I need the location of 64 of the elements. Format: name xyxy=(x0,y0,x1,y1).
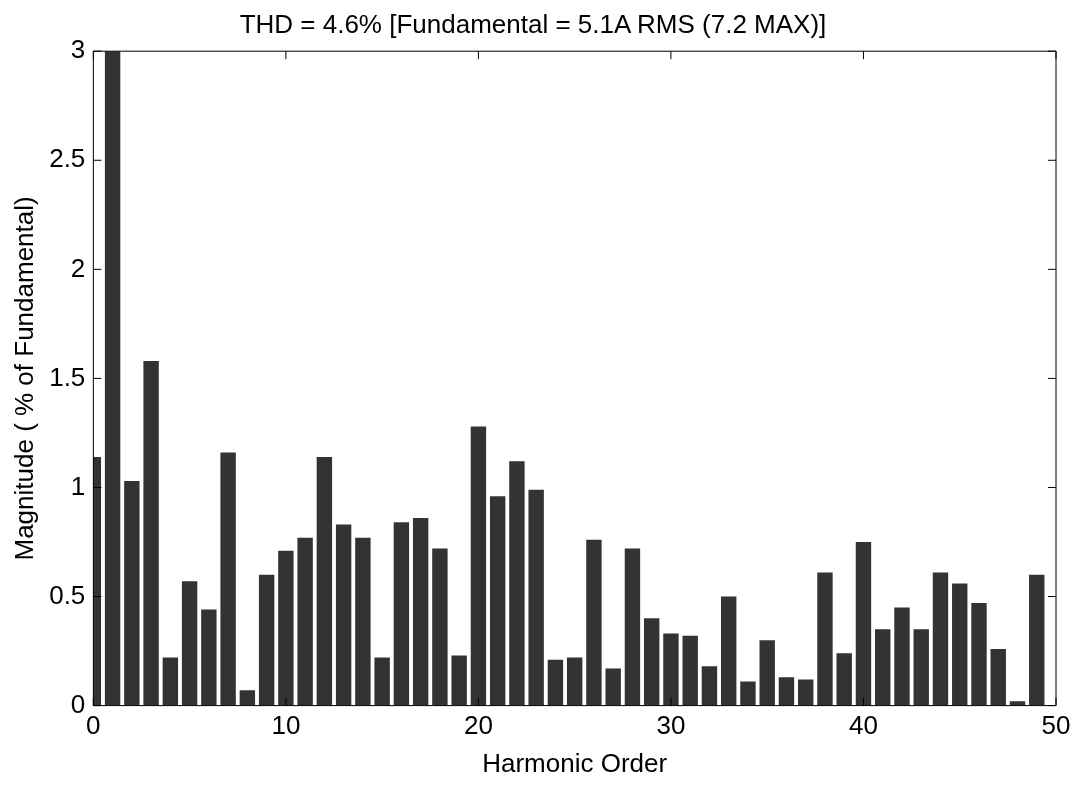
bar xyxy=(721,596,737,706)
bar xyxy=(855,542,872,706)
bar xyxy=(836,653,852,706)
bar xyxy=(894,607,910,706)
bar xyxy=(509,461,525,706)
bar xyxy=(451,655,467,706)
bar xyxy=(643,618,660,706)
bar xyxy=(778,677,795,706)
bar xyxy=(701,666,718,706)
bar xyxy=(566,657,583,706)
x-tick-label: 10 xyxy=(271,710,301,741)
x-tick-label: 20 xyxy=(463,710,493,741)
bar xyxy=(932,572,949,706)
y-axis-title: Magnitude ( % of Fundamental) xyxy=(8,196,39,561)
y-tick-label: 1 xyxy=(70,470,86,501)
bar xyxy=(104,51,121,706)
bar xyxy=(412,518,429,706)
bar xyxy=(335,524,352,706)
y-tick-label: 3 xyxy=(70,34,86,65)
bar xyxy=(624,548,641,706)
bar xyxy=(740,681,756,706)
y-tick-label: 1.5 xyxy=(49,361,86,392)
bar xyxy=(971,603,987,706)
bar xyxy=(297,537,313,706)
x-tick-label: 50 xyxy=(1041,710,1071,741)
bar xyxy=(547,659,564,706)
bar xyxy=(990,648,1006,706)
bar xyxy=(258,574,275,706)
bar xyxy=(374,657,390,706)
x-tick-label: 30 xyxy=(656,710,686,741)
bar xyxy=(470,426,487,706)
bar xyxy=(278,550,294,706)
bar xyxy=(1009,701,1026,706)
bar xyxy=(143,360,159,706)
bar xyxy=(913,629,929,706)
y-tick-label: 0 xyxy=(70,688,86,719)
bar xyxy=(798,679,814,706)
bar xyxy=(316,456,333,706)
bar xyxy=(124,480,140,706)
bar xyxy=(759,640,775,706)
bar xyxy=(817,572,833,706)
bar xyxy=(605,668,621,706)
bar xyxy=(1029,574,1045,706)
bar xyxy=(528,489,544,706)
y-tick-label: 2 xyxy=(70,252,86,283)
bar xyxy=(489,496,506,706)
bar xyxy=(201,609,217,706)
bar xyxy=(875,629,891,706)
bar xyxy=(162,657,179,706)
bar xyxy=(952,583,968,706)
y-tick-label: 2.5 xyxy=(49,143,86,174)
x-axis-title: Harmonic Order xyxy=(482,747,668,778)
x-tick-label: 40 xyxy=(849,710,878,741)
bar xyxy=(220,452,236,706)
bar xyxy=(239,690,256,706)
chart-title: THD = 4.6% [Fundamental = 5.1A RMS (7.2 MAX)] xyxy=(239,8,827,39)
bar xyxy=(181,581,198,706)
bar xyxy=(432,548,448,706)
bar xyxy=(663,633,679,706)
bar xyxy=(355,537,371,706)
bar xyxy=(586,539,602,706)
bar xyxy=(393,522,410,706)
y-tick-label: 0.5 xyxy=(49,579,86,610)
bar xyxy=(682,635,698,706)
